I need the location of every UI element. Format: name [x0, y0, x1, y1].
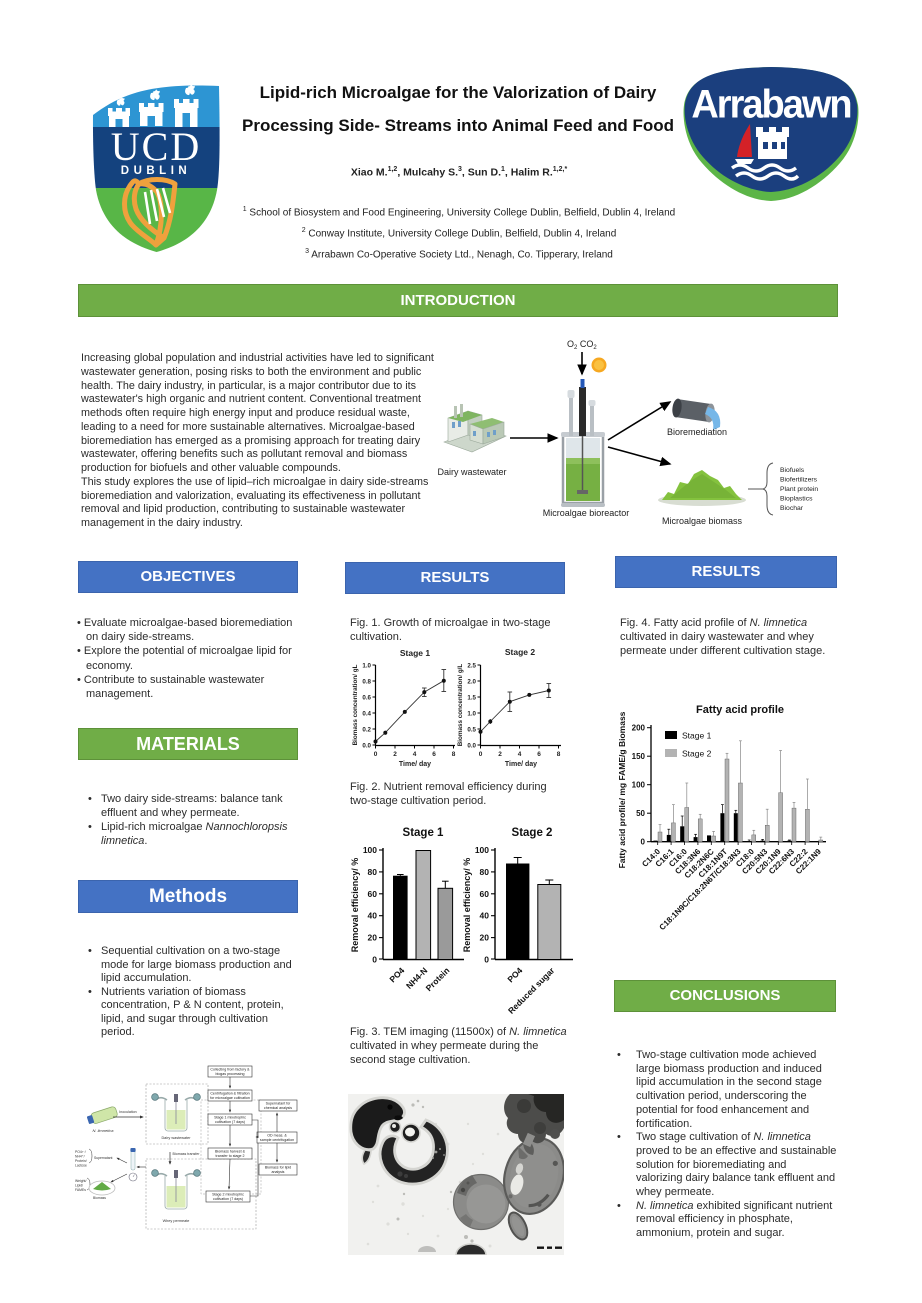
svg-text:analysis: analysis	[272, 1170, 285, 1174]
svg-text:200: 200	[632, 724, 646, 733]
svg-text:N. limnetica: N. limnetica	[93, 1128, 115, 1133]
svg-text:Weight/: Weight/	[75, 1179, 86, 1183]
svg-text:biogas processing: biogas processing	[216, 1072, 245, 1076]
svg-text:Dairy wastewater: Dairy wastewater	[437, 467, 506, 477]
svg-text:0: 0	[484, 955, 489, 965]
svg-text:4: 4	[413, 751, 417, 758]
svg-text:Collecting from factory &: Collecting from factory &	[210, 1068, 250, 1072]
svg-text:1.0: 1.0	[362, 663, 371, 670]
svg-text:O2 CO2: O2 CO2	[567, 339, 597, 351]
svg-text:cultivation (7 days): cultivation (7 days)	[213, 1197, 243, 1201]
svg-text:Biofertilizers: Biofertilizers	[780, 477, 818, 484]
svg-text:Centrifugation & filtration: Centrifugation & filtration	[210, 1092, 249, 1096]
svg-text:0.0: 0.0	[467, 743, 476, 750]
svg-text:0.0: 0.0	[362, 743, 371, 750]
svg-text:Plant protein: Plant protein	[780, 486, 818, 493]
svg-text:20: 20	[480, 933, 490, 943]
svg-text:Bioremediation: Bioremediation	[667, 427, 727, 437]
svg-text:150: 150	[632, 752, 646, 761]
svg-text:DUBLIN: DUBLIN	[121, 165, 191, 177]
svg-text:PO4: PO4	[387, 965, 406, 984]
svg-text:Supernatant for: Supernatant for	[266, 1102, 292, 1106]
svg-text:Fatty acid profile/ mg FAME/g: Fatty acid profile/ mg FAME/g Biomass	[617, 711, 627, 868]
svg-text:Stage 2 mixotrophic: Stage 2 mixotrophic	[212, 1193, 244, 1197]
svg-text:60: 60	[368, 889, 378, 899]
svg-text:OD meas. &: OD meas. &	[267, 1134, 287, 1138]
svg-text:80: 80	[480, 867, 490, 877]
svg-text:100: 100	[475, 845, 489, 855]
svg-text:6: 6	[537, 751, 541, 758]
svg-text:100: 100	[363, 845, 377, 855]
svg-text:Time/ day: Time/ day	[505, 761, 537, 768]
svg-text:Microalgae biomass: Microalgae biomass	[662, 516, 743, 526]
svg-text:Whey permeate: Whey permeate	[163, 1219, 190, 1223]
svg-text:cultivation (7 days): cultivation (7 days)	[215, 1120, 245, 1124]
svg-text:4: 4	[518, 751, 522, 758]
svg-text:0: 0	[479, 751, 483, 758]
svg-text:Stage 2: Stage 2	[512, 827, 553, 839]
svg-text:8: 8	[557, 751, 561, 758]
svg-text:40: 40	[368, 911, 378, 921]
svg-text:Arrabawn: Arrabawn	[691, 83, 850, 127]
svg-text:Dairy wastewater: Dairy wastewater	[161, 1136, 191, 1140]
svg-text:Biomass for lipid: Biomass for lipid	[265, 1166, 291, 1170]
svg-text:0: 0	[641, 838, 646, 847]
svg-text:Bioplastics: Bioplastics	[780, 496, 813, 503]
svg-text:0.4: 0.4	[362, 711, 371, 718]
svg-text:0.8: 0.8	[362, 679, 371, 686]
svg-text:Biochar: Biochar	[780, 505, 804, 512]
svg-text:40: 40	[480, 911, 490, 921]
svg-text:FAMEs: FAMEs	[75, 1188, 86, 1192]
svg-text:Stage 1: Stage 1	[682, 731, 712, 741]
svg-text:2: 2	[498, 751, 502, 758]
svg-text:Stage 2: Stage 2	[505, 647, 536, 657]
svg-text:Stage 1: Stage 1	[403, 827, 445, 839]
svg-text:NH4⁺/: NH4⁺/	[75, 1155, 85, 1159]
svg-text:Inoculation: Inoculation	[119, 1110, 136, 1114]
svg-text:Protein: Protein	[424, 965, 452, 993]
svg-text:Time/ day: Time/ day	[399, 761, 431, 768]
svg-text:0.5: 0.5	[467, 727, 476, 734]
svg-text:Biomass harvest &: Biomass harvest &	[215, 1150, 246, 1154]
svg-text:Lipid/: Lipid/	[75, 1184, 83, 1188]
svg-text:Removal efficiency/ %: Removal efficiency/ %	[462, 858, 472, 953]
svg-text:Biofuels: Biofuels	[780, 467, 805, 474]
svg-text:Lactose: Lactose	[75, 1164, 87, 1168]
svg-text:Microalgae bioreactor: Microalgae bioreactor	[543, 508, 630, 518]
svg-text:UCD: UCD	[111, 124, 201, 169]
svg-text:2: 2	[393, 751, 397, 758]
svg-text:chemical analysis: chemical analysis	[264, 1106, 292, 1110]
svg-text:for microalgae cultivation: for microalgae cultivation	[210, 1096, 250, 1100]
svg-text:0.6: 0.6	[362, 695, 371, 702]
svg-text:50: 50	[636, 809, 645, 818]
svg-text:2.5: 2.5	[467, 663, 476, 670]
svg-text:80: 80	[368, 867, 378, 877]
svg-text:Biomass transfer: Biomass transfer	[173, 1152, 201, 1156]
svg-text:60: 60	[480, 889, 490, 899]
svg-text:1.5: 1.5	[467, 695, 476, 702]
svg-text:Removal efficiency/ %: Removal efficiency/ %	[350, 858, 360, 953]
svg-text:Stage 1: Stage 1	[400, 648, 431, 658]
svg-text:transfer to stage 2: transfer to stage 2	[216, 1154, 245, 1158]
svg-text:2.0: 2.0	[467, 679, 476, 686]
svg-text:sample centrifugation: sample centrifugation	[260, 1138, 294, 1142]
svg-text:0: 0	[374, 751, 378, 758]
svg-text:Biomass concentration/ gL: Biomass concentration/ gL	[352, 664, 359, 745]
svg-text:Supernatant: Supernatant	[94, 1156, 113, 1160]
svg-text:0.2: 0.2	[362, 727, 371, 734]
svg-text:Protein/: Protein/	[75, 1159, 87, 1163]
svg-text:100: 100	[632, 781, 646, 790]
svg-text:Biomass concentration/ g/L: Biomass concentration/ g/L	[457, 664, 464, 747]
svg-text:Fatty acid profile: Fatty acid profile	[696, 704, 784, 716]
svg-text:20: 20	[368, 933, 378, 943]
svg-text:Stage 1 mixotrophic: Stage 1 mixotrophic	[214, 1116, 246, 1120]
svg-text:6: 6	[432, 751, 436, 758]
svg-text:0: 0	[372, 955, 377, 965]
svg-text:8: 8	[452, 751, 456, 758]
svg-text:PO4: PO4	[505, 965, 524, 984]
svg-text:PO4³⁻/: PO4³⁻/	[75, 1150, 86, 1154]
svg-text:Stage 2: Stage 2	[682, 749, 712, 759]
svg-text:Biomass: Biomass	[93, 1196, 106, 1200]
svg-text:1.0: 1.0	[467, 711, 476, 718]
